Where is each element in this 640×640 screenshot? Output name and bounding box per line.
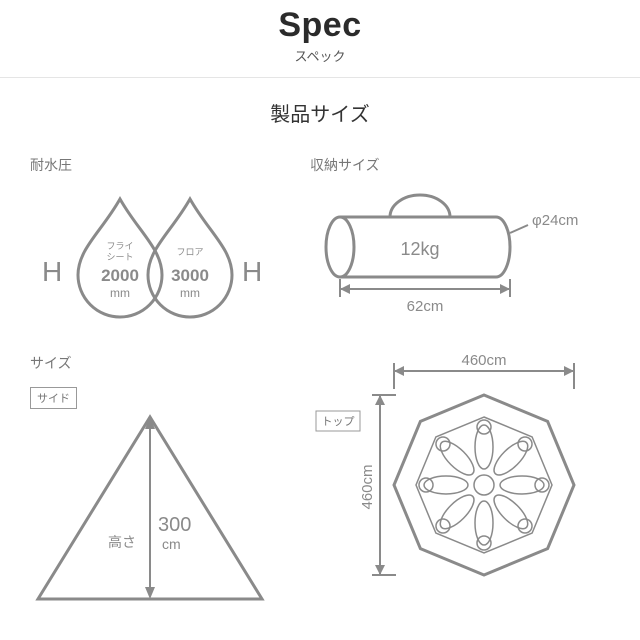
fly-unit: mm <box>110 286 130 300</box>
section-title: 製品サイズ <box>0 98 640 127</box>
size-label: サイズ <box>30 353 310 373</box>
size-side-cell: サイズ サイド 高さ 300 cm <box>30 353 310 609</box>
length-arrow-left <box>340 284 350 294</box>
top-height-text: 460cm <box>359 464 376 509</box>
sleeping-bags <box>419 420 549 550</box>
top-width-arrow-l <box>394 366 404 376</box>
waterproof-cell: 耐水圧 H H フライ シート 2000 mm フロア 3000 mm <box>30 155 310 319</box>
floor-value: 3000 <box>171 266 209 285</box>
divider <box>0 77 640 78</box>
storage-label: 収納サイズ <box>310 155 610 175</box>
length-arrow-right <box>500 284 510 294</box>
side-diagram: 高さ 300 cm <box>30 409 290 609</box>
floor-label: フロア <box>176 247 203 257</box>
weight-text: 12kg <box>400 239 439 259</box>
fly-value: 2000 <box>101 266 139 285</box>
size-top-cell: 460cm 460cm トップ <box>310 353 610 609</box>
th-arrow-t <box>375 395 385 405</box>
top-width-arrow-r <box>564 366 574 376</box>
center-circle <box>474 475 494 495</box>
floor-unit: mm <box>180 286 200 300</box>
th-arrow-b <box>375 565 385 575</box>
height-label: 高さ <box>108 534 136 550</box>
waterproof-diagram: H H フライ シート 2000 mm フロア 3000 mm <box>30 189 280 319</box>
bag-handle <box>390 195 450 217</box>
length-text: 62cm <box>407 298 444 315</box>
side-tag: サイド <box>30 387 77 409</box>
storage-cell: 収納サイズ φ24cm 12kg 62cm <box>310 155 610 319</box>
storage-diagram: φ24cm 12kg 62cm <box>310 189 600 319</box>
header: Spec スペック <box>0 0 640 65</box>
waterproof-label: 耐水圧 <box>30 155 310 175</box>
h-right: H <box>242 256 262 287</box>
top-width-text: 460cm <box>461 353 506 369</box>
diameter-text: φ24cm <box>532 212 578 229</box>
bag-left-end <box>326 217 354 277</box>
octagon-outer <box>394 395 574 575</box>
h-left: H <box>42 256 62 287</box>
height-arrow-bottom <box>145 587 155 599</box>
title-en: Spec <box>0 6 640 45</box>
height-value: 300 <box>158 514 191 536</box>
spec-grid: 耐水圧 H H フライ シート 2000 mm フロア 3000 mm 収納サイ… <box>0 155 640 609</box>
height-unit: cm <box>162 536 181 552</box>
top-diagram: 460cm 460cm トップ <box>310 353 610 593</box>
fly-label-bottom: シート <box>106 252 133 262</box>
title-jp: スペック <box>0 46 640 65</box>
fly-label-top: フライ <box>106 241 133 251</box>
diameter-leader <box>510 225 528 233</box>
top-tag-text: トップ <box>322 415 355 428</box>
octagon-inner <box>416 417 552 553</box>
